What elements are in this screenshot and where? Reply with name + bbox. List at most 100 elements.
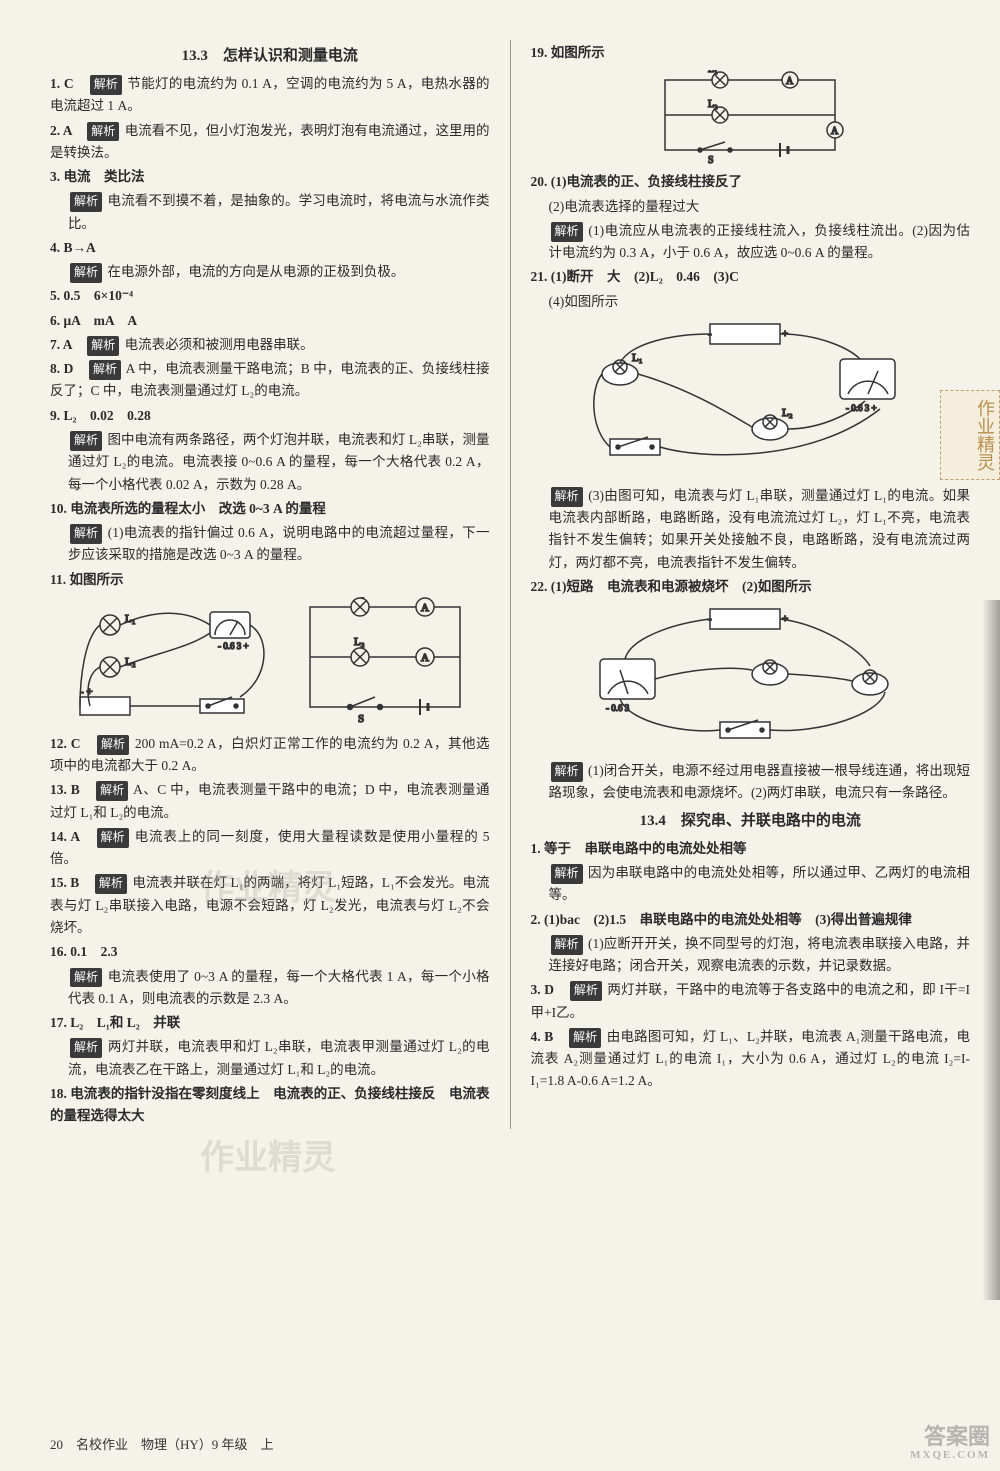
q17-analysis: 解析 两灯并联，电流表甲和灯 L₂串联，电流表甲测量通过灯 L₂的电流，电流表乙… (50, 1036, 490, 1081)
side-stamp: 作业精灵 (940, 390, 1000, 480)
q4-text: 在电源外部，电流的方向是从电源的正极到负极。 (107, 264, 404, 279)
q20b: (2)电流表选择的量程过大 (531, 196, 971, 218)
q20-num: 20. (1)电流表的正、负接线柱接反了 (531, 174, 743, 189)
svg-text:L₁: L₁ (708, 70, 718, 75)
q21-analysis: 解析 (3)由图可知，电流表与灯 L₁串联，测量通过灯 L₁的电流。如果电流表内… (531, 485, 971, 574)
q19: 19. 如图所示 (531, 42, 971, 64)
watermark-main: 答案圈 (910, 1425, 990, 1449)
analysis-tag: 解析 (95, 874, 127, 894)
svg-text:A: A (831, 126, 839, 137)
q7: 7. A 解析 电流表必须和被测用电器串联。 (50, 334, 490, 356)
q13: 13. B 解析 A、C 中，电流表测量干路中的电流；D 中，电流表测量通过灯 … (50, 779, 490, 824)
q22: 22. (1)短路 电流表和电源被烧坏 (2)如图所示 (531, 576, 971, 598)
svg-text:L₁: L₁ (354, 597, 365, 598)
q11-num: 11. 如图所示 (50, 572, 124, 587)
q8: 8. D 解析 A 中，电流表测量干路电流；B 中，电流表的正、负接线柱接反了；… (50, 358, 490, 403)
analysis-tag: 解析 (97, 735, 129, 755)
svg-text:L₂: L₂ (782, 407, 793, 419)
q8-num: 8. D (50, 361, 87, 376)
q20-text: (1)电流应从电流表的正接线柱流入，负接线柱流出。(2)因为估计电流约为 0.3… (549, 223, 971, 260)
q16-analysis: 解析 电流表使用了 0~3 A 的量程，每一个大格代表 1 A，每一个小格代表 … (50, 966, 490, 1011)
svg-text:A: A (421, 652, 429, 664)
q22-num: 22. (1)短路 电流表和电源被烧坏 (2)如图所示 (531, 579, 812, 594)
s2-q2-text: (1)应断开开关，换不同型号的灯泡，将电流表串联接入电路，并连接好电路；闭合开关… (549, 936, 971, 973)
analysis-tag: 解析 (551, 222, 583, 242)
q5: 5. 0.5 6×10⁻⁴ (50, 285, 490, 307)
svg-text:- 0.6 3 +: - 0.6 3 + (218, 641, 249, 651)
section-title-13-4: 13.4 探究串、并联电路中的电流 (531, 809, 971, 830)
q6: 6. μA mA A (50, 310, 490, 332)
svg-text:A: A (421, 602, 429, 614)
binding-shadow (982, 600, 1000, 1300)
svg-text:L₂: L₂ (708, 99, 718, 110)
q15: 15. B 解析 电流表并联在灯 L₁的两端，将灯 L₁短路，L₁不会发光。电流… (50, 872, 490, 939)
q22-text: (1)闭合开关，电源不经过用电器直接被一根导线连通，将出现短路现象，会使电流表和… (549, 763, 971, 800)
s2-q2-num: 2. (1)bac (2)1.5 串联电路中的电流处处相等 (3)得出普遍规律 (531, 912, 912, 927)
analysis-tag: 解析 (70, 968, 102, 988)
q4: 4. B→A (50, 237, 490, 259)
q9-analysis: 解析 图中电流有两条路径，两个灯泡并联，电流表和灯 L₂串联，测量通过灯 L₂的… (50, 429, 490, 496)
svg-text:- +: - + (80, 686, 93, 698)
s2-q3: 3. D 解析 两灯并联，干路中的电流等于各支路中的电流之和，即 I干=I甲+I… (531, 979, 971, 1024)
figure-q11: L₁ L₂ - 0.6 3 + - + (50, 597, 490, 727)
section-title-13-3: 13.3 怎样认识和测量电流 (50, 44, 490, 65)
q19-num: 19. 如图所示 (531, 45, 605, 60)
two-column-layout: 13.3 怎样认识和测量电流 1. C 解析 节能灯的电流约为 0.1 A，空调… (50, 40, 970, 1129)
q11: 11. 如图所示 (50, 569, 490, 591)
s2-q2: 2. (1)bac (2)1.5 串联电路中的电流处处相等 (3)得出普遍规律 (531, 909, 971, 931)
s2-q3-num: 3. D (531, 982, 568, 997)
figure-q22: - + - 0.6 3 (531, 604, 971, 754)
s2-q1-num: 1. 等于 串联电路中的电流处处相等 (531, 841, 747, 856)
q20: 20. (1)电流表的正、负接线柱接反了 (531, 171, 971, 193)
q3-num: 3. 电流 类比法 (50, 169, 145, 184)
svg-text:L₂: L₂ (354, 636, 365, 648)
q16: 16. 0.1 2.3 (50, 941, 490, 963)
q10-num: 10. 电流表所选的量程太小 改选 0~3 A 的量程 (50, 501, 326, 516)
s2-q4: 4. B 解析 由电路图可知，灯 L₁、L₂并联，电流表 A₁测量干路电流，电流… (531, 1026, 971, 1093)
analysis-tag: 解析 (89, 360, 121, 380)
column-divider (510, 40, 511, 1129)
q3: 3. 电流 类比法 (50, 166, 490, 188)
q3-analysis: 解析 电流看不到摸不着，是抽象的。学习电流时，将电流与水流作类比。 (50, 190, 490, 235)
analysis-tag: 解析 (551, 864, 583, 884)
q16-num: 16. 0.1 2.3 (50, 944, 118, 959)
analysis-tag: 解析 (569, 1028, 601, 1048)
s2-q1-analysis: 解析 因为串联电路中的电流处处相等，所以通过甲、乙两灯的电流相等。 (531, 862, 971, 907)
s2-q1: 1. 等于 串联电路中的电流处处相等 (531, 838, 971, 860)
analysis-tag: 解析 (87, 122, 119, 142)
analysis-tag: 解析 (96, 781, 128, 801)
q18-num: 18. 电流表的指针没指在零刻度线上 电流表的正、负接线柱接反 电流表的量程选得… (50, 1086, 490, 1123)
analysis-tag: 解析 (70, 524, 102, 544)
q4-num: 4. B→A (50, 240, 96, 255)
q21-text: (3)由图可知，电流表与灯 L₁串联，测量通过灯 L₁的电流。如果电流表内部断路… (549, 488, 971, 570)
figure-q19: L₁ A L₂ A S (531, 70, 971, 165)
q10-analysis: 解析 (1)电流表的指针偏过 0.6 A，说明电路中的电流超过量程，下一步应该采… (50, 522, 490, 567)
q17: 17. L₂ L₁和 L₂ 并联 (50, 1012, 490, 1034)
watermark-sub: MXQE.COM (910, 1449, 990, 1461)
analysis-tag: 解析 (551, 935, 583, 955)
q6-num: 6. μA mA A (50, 313, 137, 328)
q14-num: 14. A (50, 829, 95, 844)
s2-q1-text: 因为串联电路中的电流处处相等，所以通过甲、乙两灯的电流相等。 (549, 865, 971, 902)
q13-num: 13. B (50, 782, 94, 797)
q21-num: 21. (1)断开 大 (2)L₂ 0.46 (3)C (531, 269, 739, 284)
q22-analysis: 解析 (1)闭合开关，电源不经过用电器直接被一根导线连通，将出现短路现象，会使电… (531, 760, 971, 805)
q16-text: 电流表使用了 0~3 A 的量程，每一个大格代表 1 A，每一个小格代表 0.1… (68, 969, 490, 1006)
q5-num: 5. 0.5 6×10⁻⁴ (50, 288, 133, 303)
page-footer: 20 名校作业 物理（HY）9 年级 上 (50, 1434, 274, 1453)
q7-num: 7. A (50, 337, 85, 352)
analysis-tag: 解析 (87, 336, 119, 356)
s2-q4-num: 4. B (531, 1029, 568, 1044)
analysis-tag: 解析 (551, 762, 583, 782)
q20-analysis: 解析 (1)电流应从电流表的正接线柱流入，负接线柱流出。(2)因为估计电流约为 … (531, 220, 971, 265)
q15-num: 15. B (50, 875, 93, 890)
q9-num: 9. L₂ 0.02 0.28 (50, 408, 151, 423)
analysis-tag: 解析 (70, 192, 102, 212)
q10: 10. 电流表所选的量程太小 改选 0~3 A 的量程 (50, 498, 490, 520)
svg-text:A: A (786, 76, 794, 87)
q1-num: 1. C (50, 76, 88, 91)
q7-text: 电流表必须和被测用电器串联。 (125, 337, 314, 352)
q2-num: 2. A (50, 123, 85, 138)
q9-text: 图中电流有两条路径，两个灯泡并联，电流表和灯 L₂串联，测量通过灯 L₂的电流。… (68, 432, 490, 492)
right-column: 19. 如图所示 L₁ A L₂ A (531, 40, 971, 1129)
